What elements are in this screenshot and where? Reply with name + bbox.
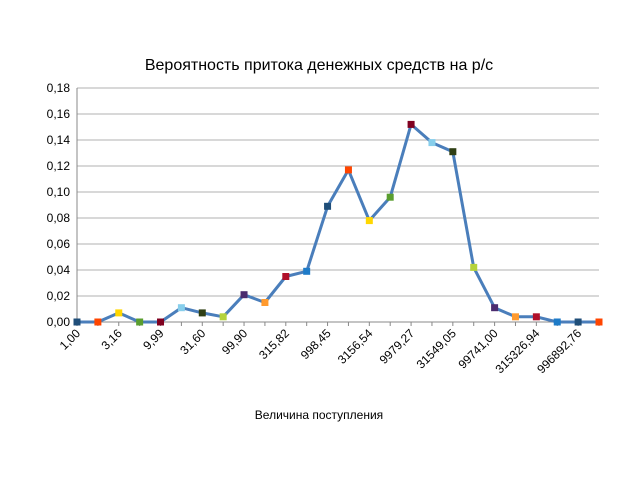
y-tick-label: 0,14	[47, 133, 71, 147]
x-tick-label: 9,99	[140, 326, 167, 353]
x-tick-label: 996892,76	[534, 326, 584, 376]
data-point	[115, 309, 123, 317]
data-markers	[73, 120, 603, 326]
x-tick-label: 31,60	[177, 326, 208, 357]
y-tick-label: 0,10	[47, 185, 71, 199]
y-tick-label: 0,16	[47, 107, 71, 121]
data-point	[595, 318, 603, 326]
y-tick-label: 0,12	[47, 159, 71, 173]
data-point	[365, 217, 373, 225]
data-point	[324, 202, 332, 210]
data-point	[491, 304, 499, 312]
y-tick-label: 0,18	[47, 81, 71, 95]
data-point	[386, 193, 394, 201]
y-axis-ticks: 0,00 0,02 0,04 0,06 0,08 0,10 0,12 0,14 0,16 0,18	[47, 81, 71, 329]
x-tick-label: 998,45	[298, 326, 334, 362]
y-tick-label: 0,08	[47, 211, 71, 225]
y-tick-label: 0,00	[47, 315, 71, 329]
x-tick-label: 315,82	[256, 326, 292, 362]
x-tick-label: 9979,27	[377, 326, 418, 367]
x-tick-label: 3156,54	[335, 326, 376, 367]
series-line	[77, 122, 599, 324]
data-point	[282, 273, 290, 280]
data-point	[470, 263, 478, 271]
x-tick-label: 99,90	[219, 326, 250, 357]
data-point	[157, 318, 165, 326]
chart-title: Вероятность притока денежных средств на …	[145, 57, 493, 74]
data-point	[240, 291, 248, 299]
data-point	[553, 318, 561, 326]
x-tick-label: 3,16	[98, 326, 125, 353]
data-point	[177, 304, 185, 312]
data-point	[261, 299, 269, 306]
y-tick-label: 0,02	[47, 289, 71, 303]
x-tick-label: 1,00	[57, 326, 84, 353]
data-point	[449, 148, 457, 156]
y-tick-label: 0,06	[47, 237, 71, 251]
data-point	[94, 318, 102, 326]
data-point	[428, 139, 436, 147]
data-point	[574, 318, 582, 326]
data-point	[198, 309, 206, 317]
data-point	[303, 267, 311, 275]
x-tick-label: 315326,94	[492, 326, 542, 376]
data-point	[219, 313, 227, 321]
data-point	[136, 318, 144, 326]
data-point	[73, 318, 81, 326]
data-point	[511, 313, 519, 321]
x-tick-label: 31549,05	[414, 326, 460, 372]
data-point	[344, 166, 352, 174]
y-tick-label: 0,04	[47, 263, 71, 277]
data-point	[532, 313, 540, 321]
data-point	[407, 120, 415, 128]
gridlines	[76, 87, 599, 323]
x-axis-ticks: 1,00 3,16 9,99 31,60 99,90 315,82 998,45 3156,5…	[57, 322, 600, 376]
x-axis-label: Величина поступления	[255, 408, 383, 422]
